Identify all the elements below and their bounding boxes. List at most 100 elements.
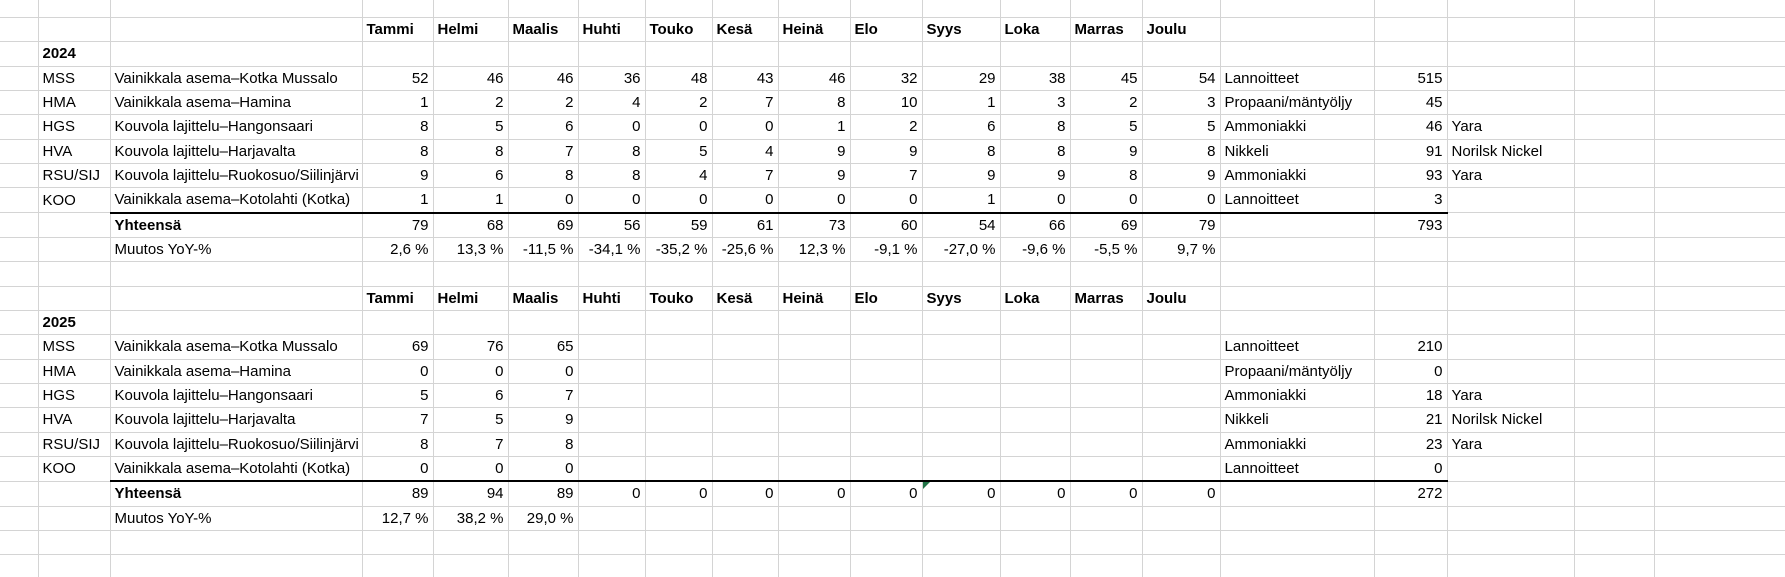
- empty-cell[interactable]: [645, 310, 713, 336]
- empty-cell[interactable]: [1070, 0, 1143, 18]
- yoy-value-cell[interactable]: -5,5 %: [1070, 237, 1143, 263]
- month-value-cell[interactable]: 1: [433, 187, 509, 214]
- month-value-cell[interactable]: [578, 432, 646, 457]
- month-value-cell[interactable]: 7: [712, 163, 779, 189]
- month-value-cell[interactable]: 29: [922, 66, 1001, 91]
- empty-cell[interactable]: [1654, 114, 1785, 140]
- empty-cell[interactable]: [1220, 506, 1375, 531]
- month-value-cell[interactable]: [1000, 383, 1071, 409]
- month-value-cell[interactable]: [850, 456, 923, 482]
- route-name-cell[interactable]: Vainikkala asema–Hamina: [110, 90, 363, 116]
- empty-cell[interactable]: [645, 261, 713, 287]
- month-value-cell[interactable]: 5: [645, 139, 713, 164]
- totals-value-cell[interactable]: 59: [645, 211, 713, 238]
- route-name-cell[interactable]: Kouvola lajittelu–Hangonsaari: [110, 114, 363, 140]
- route-code-cell[interactable]: HVA: [38, 407, 111, 433]
- month-value-cell[interactable]: 8: [1000, 114, 1071, 140]
- empty-cell[interactable]: [433, 310, 509, 336]
- month-value-cell[interactable]: [922, 432, 1001, 457]
- month-value-cell[interactable]: 36: [578, 66, 646, 91]
- empty-cell[interactable]: [1654, 41, 1785, 67]
- year-label-cell[interactable]: 2025: [38, 310, 111, 336]
- month-value-cell[interactable]: [645, 359, 713, 384]
- empty-cell[interactable]: [1654, 506, 1785, 531]
- route-code-cell[interactable]: HMA: [38, 90, 111, 116]
- month-header-cell[interactable]: Kesä: [712, 17, 779, 43]
- empty-cell[interactable]: [922, 41, 1001, 67]
- totals-value-cell[interactable]: 0: [645, 480, 713, 507]
- yoy-value-cell[interactable]: 9,7 %: [1142, 237, 1221, 263]
- empty-cell[interactable]: [778, 41, 851, 67]
- month-header-cell[interactable]: Tammi: [362, 17, 434, 43]
- month-value-cell[interactable]: 32: [850, 66, 923, 91]
- yoy-value-cell[interactable]: -25,6 %: [712, 237, 779, 263]
- month-value-cell[interactable]: 0: [362, 456, 434, 482]
- totals-value-cell[interactable]: 79: [1142, 211, 1221, 238]
- month-value-cell[interactable]: 1: [922, 187, 1001, 214]
- month-value-cell[interactable]: 8: [362, 432, 434, 457]
- totals-value-cell[interactable]: 0: [712, 480, 779, 507]
- month-value-cell[interactable]: 5: [433, 114, 509, 140]
- totals-value-cell[interactable]: 0: [922, 480, 1001, 507]
- total-value-cell[interactable]: 91: [1374, 139, 1448, 164]
- totals-value-cell[interactable]: 69: [508, 211, 579, 238]
- yoy-value-cell[interactable]: 2,6 %: [362, 237, 434, 263]
- empty-cell[interactable]: [1374, 506, 1448, 531]
- empty-cell[interactable]: [645, 0, 713, 18]
- month-value-cell[interactable]: 65: [508, 334, 579, 360]
- empty-cell[interactable]: [712, 0, 779, 18]
- month-value-cell[interactable]: 2: [645, 90, 713, 116]
- empty-cell[interactable]: [1142, 261, 1221, 287]
- month-value-cell[interactable]: [850, 407, 923, 433]
- route-name-cell[interactable]: Vainikkala asema–Kotka Mussalo: [110, 334, 363, 360]
- month-value-cell[interactable]: 9: [362, 163, 434, 189]
- route-name-cell[interactable]: Kouvola lajittelu–Hangonsaari: [110, 383, 363, 409]
- empty-cell[interactable]: [1654, 383, 1785, 409]
- empty-cell[interactable]: [578, 554, 646, 577]
- month-value-cell[interactable]: 8: [778, 90, 851, 116]
- empty-cell[interactable]: [1220, 237, 1375, 263]
- month-value-cell[interactable]: 5: [362, 383, 434, 409]
- empty-cell[interactable]: [362, 0, 434, 18]
- totals-value-cell[interactable]: 66: [1000, 211, 1071, 238]
- totals-label-cell[interactable]: Yhteensä: [110, 480, 363, 507]
- empty-cell[interactable]: [1000, 0, 1071, 18]
- month-header-cell[interactable]: Helmi: [433, 286, 509, 311]
- month-value-cell[interactable]: 1: [778, 114, 851, 140]
- empty-cell[interactable]: [110, 286, 363, 311]
- month-value-cell[interactable]: 0: [1142, 187, 1221, 214]
- total-value-cell[interactable]: 93: [1374, 163, 1448, 189]
- month-value-cell[interactable]: [645, 383, 713, 409]
- month-header-cell[interactable]: Marras: [1070, 286, 1143, 311]
- month-value-cell[interactable]: [1142, 359, 1221, 384]
- month-header-cell[interactable]: Loka: [1000, 17, 1071, 43]
- empty-cell[interactable]: [1574, 17, 1655, 43]
- month-value-cell[interactable]: 4: [712, 139, 779, 164]
- yoy-value-cell[interactable]: -9,6 %: [1000, 237, 1071, 263]
- month-value-cell[interactable]: [922, 359, 1001, 384]
- empty-cell[interactable]: [778, 0, 851, 18]
- route-name-cell[interactable]: Vainikkala asema–Kotka Mussalo: [110, 66, 363, 91]
- total-value-cell[interactable]: 21: [1374, 407, 1448, 433]
- month-value-cell[interactable]: 9: [922, 163, 1001, 189]
- totals-value-cell[interactable]: 60: [850, 211, 923, 238]
- empty-cell[interactable]: [0, 383, 39, 409]
- empty-cell[interactable]: [38, 212, 111, 238]
- month-value-cell[interactable]: 6: [508, 114, 579, 140]
- empty-cell[interactable]: [1574, 90, 1655, 116]
- empty-cell[interactable]: [362, 310, 434, 336]
- empty-cell[interactable]: [1654, 66, 1785, 91]
- commodity-cell[interactable]: Lannoitteet: [1220, 334, 1375, 360]
- totals-label-cell[interactable]: Yhteensä: [110, 211, 363, 238]
- empty-cell[interactable]: [0, 530, 39, 556]
- month-value-cell[interactable]: 7: [433, 432, 509, 457]
- month-value-cell[interactable]: 0: [578, 187, 646, 214]
- empty-cell[interactable]: [1654, 0, 1785, 18]
- yoy-value-cell[interactable]: [1000, 506, 1071, 531]
- month-value-cell[interactable]: 7: [850, 163, 923, 189]
- empty-cell[interactable]: [712, 530, 779, 556]
- empty-cell[interactable]: [1447, 237, 1575, 263]
- commodity-cell[interactable]: Propaani/mäntyöljy: [1220, 359, 1375, 384]
- month-value-cell[interactable]: [645, 432, 713, 457]
- route-code-cell[interactable]: HGS: [38, 383, 111, 409]
